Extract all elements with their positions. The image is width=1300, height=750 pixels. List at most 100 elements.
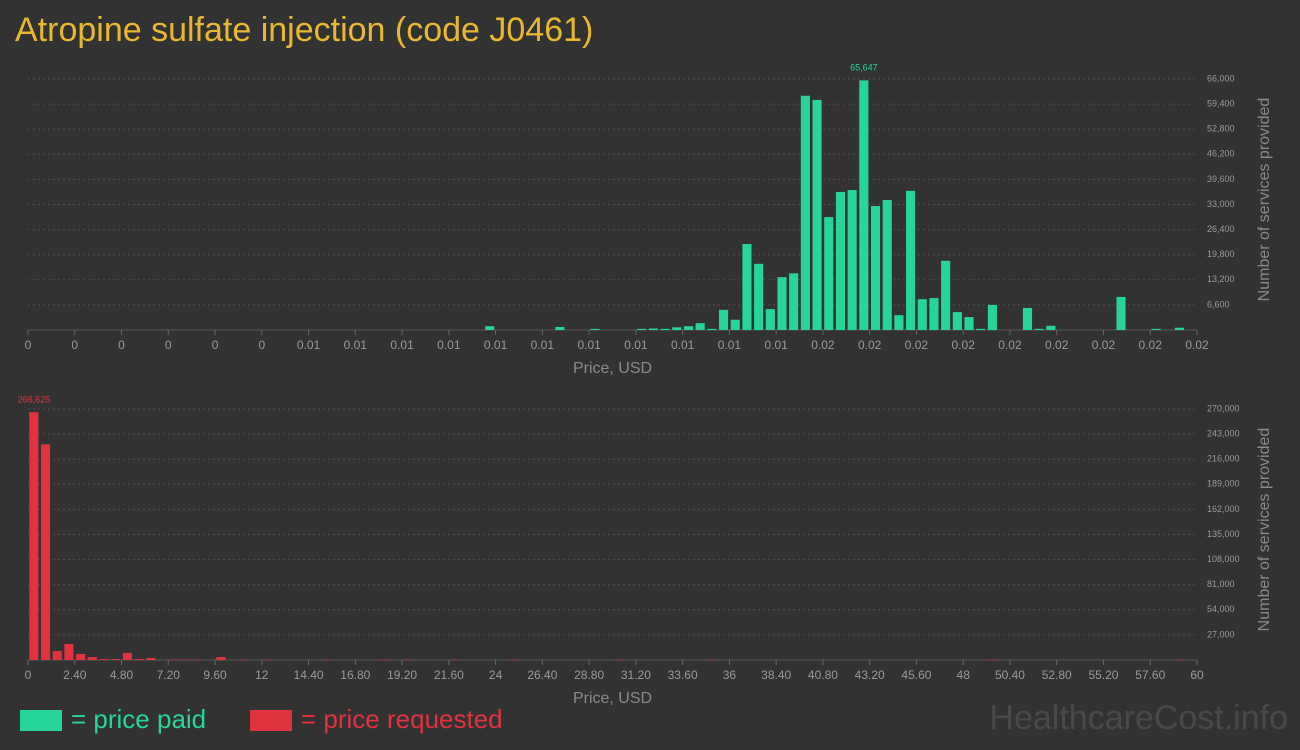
x-tick-label: 0.02 (1185, 338, 1209, 352)
x-tick-label: 0 (25, 668, 32, 682)
x-tick-label: 0.02 (858, 338, 882, 352)
bar (672, 327, 682, 330)
x-tick-label: 0.02 (998, 338, 1022, 352)
x-tick-label: 0 (71, 338, 78, 352)
bar (1151, 328, 1161, 330)
x-tick-label: 36 (723, 668, 737, 682)
y-tick-label: 270,000 (1207, 403, 1240, 413)
y-tick-label: 26,400 (1207, 224, 1235, 234)
y-tick-label: 6,600 (1207, 299, 1230, 309)
bar (824, 217, 834, 330)
bar (1046, 325, 1056, 330)
bar (111, 659, 121, 660)
y-tick-label: 81,000 (1207, 579, 1235, 589)
x-tick-label: 26.40 (527, 668, 557, 682)
x-tick-label: 43.20 (855, 668, 885, 682)
bar (987, 304, 997, 330)
bar (52, 650, 62, 660)
y-tick-label: 52,800 (1207, 124, 1235, 134)
watermark: HealthcareCost.info (989, 699, 1288, 737)
x-tick-label: 0 (165, 338, 172, 352)
y-tick-label: 13,200 (1207, 274, 1235, 284)
x-tick-label: 0.01 (297, 338, 321, 352)
bar (742, 244, 752, 330)
y-tick-label: 189,000 (1207, 479, 1240, 489)
y-tick-label: 33,000 (1207, 199, 1235, 209)
x-tick-label: 0.01 (718, 338, 742, 352)
x-tick-label: 55.20 (1088, 668, 1118, 682)
legend-swatch (250, 710, 292, 731)
x-tick-label: 0 (25, 338, 32, 352)
value-label: 65,647 (850, 63, 878, 73)
x-tick-label: 0.01 (484, 338, 508, 352)
x-tick-label: 0.02 (1092, 338, 1116, 352)
bar (777, 277, 787, 330)
y-tick-label: 216,000 (1207, 454, 1240, 464)
x-tick-label: 0.01 (344, 338, 368, 352)
bar (555, 326, 565, 330)
bar (882, 199, 892, 330)
x-tick-label: 0.02 (1045, 338, 1069, 352)
x-tick-label: 0.02 (905, 338, 929, 352)
x-tick-label: 0 (212, 338, 219, 352)
x-tick-label: 38.40 (761, 668, 791, 682)
x-tick-label: 48 (957, 668, 971, 682)
bar (917, 299, 927, 330)
page-title: Atropine sulfate injection (code J0461) (15, 11, 593, 49)
y-tick-label: 162,000 (1207, 504, 1240, 514)
bar (216, 657, 226, 660)
x-tick-label: 2.40 (63, 668, 87, 682)
x-tick-label: 40.80 (808, 668, 838, 682)
x-tick-label: 16.80 (340, 668, 370, 682)
bar (590, 328, 600, 330)
legend-label: = price paid (71, 704, 206, 734)
bar (146, 657, 156, 660)
x-tick-label: 0.02 (952, 338, 976, 352)
x-tick-label: 45.60 (901, 668, 931, 682)
bar (122, 653, 132, 660)
bar (941, 260, 951, 330)
bar (99, 659, 109, 660)
x-tick-label: 0.01 (624, 338, 648, 352)
x-tick-label: 0.01 (764, 338, 788, 352)
y-tick-label: 66,000 (1207, 73, 1235, 83)
bar (859, 80, 869, 330)
bar (765, 309, 775, 330)
y-tick-label: 39,600 (1207, 174, 1235, 184)
bar (637, 328, 647, 330)
x-tick-label: 0.02 (811, 338, 835, 352)
bar (707, 328, 717, 330)
bar (683, 326, 694, 330)
x-tick-label: 9.60 (203, 668, 227, 682)
bar (1034, 328, 1044, 330)
bar (1174, 327, 1185, 330)
x-axis-title: Price, USD (573, 690, 652, 707)
value-label: 266,625 (18, 395, 51, 405)
bar (847, 190, 857, 330)
bar (648, 328, 658, 330)
x-tick-label: 14.40 (294, 668, 324, 682)
y-tick-label: 19,800 (1207, 249, 1235, 259)
x-tick-label: 60 (1190, 668, 1204, 682)
bar (1116, 296, 1126, 330)
x-tick-label: 19.20 (387, 668, 417, 682)
bar (964, 317, 974, 330)
bar (812, 99, 822, 331)
x-tick-label: 7.20 (157, 668, 181, 682)
x-tick-label: 52.80 (1042, 668, 1072, 682)
x-axis-title: Price, USD (573, 360, 652, 377)
y-tick-label: 135,000 (1207, 529, 1240, 539)
x-tick-label: 0.02 (1139, 338, 1163, 352)
bar (906, 190, 916, 330)
x-tick-label: 24 (489, 668, 503, 682)
x-tick-label: 0 (258, 338, 265, 352)
y-tick-label: 108,000 (1207, 554, 1240, 564)
x-tick-label: 57.60 (1135, 668, 1165, 682)
bar (485, 326, 495, 330)
x-tick-label: 0.01 (577, 338, 601, 352)
x-tick-label: 31.20 (621, 668, 651, 682)
bar (76, 653, 86, 660)
bar (976, 328, 986, 330)
x-tick-label: 0.01 (390, 338, 414, 352)
